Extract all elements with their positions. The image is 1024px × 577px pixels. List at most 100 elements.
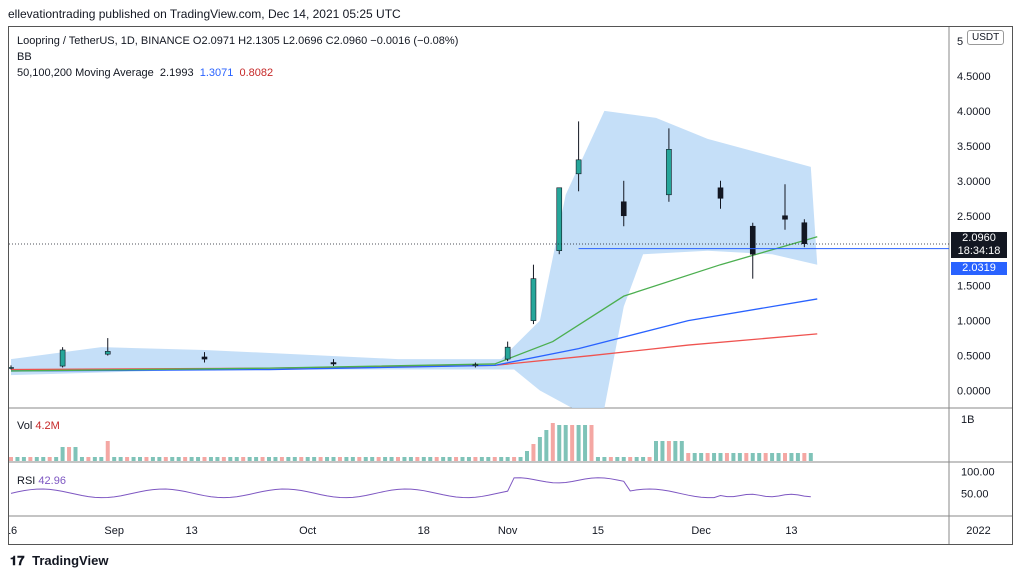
volume-bar (305, 457, 310, 461)
volume-bar (163, 457, 168, 461)
volume-bar (112, 457, 117, 461)
volume-bar (518, 457, 523, 461)
volume-bar (279, 457, 284, 461)
volume-bar (157, 457, 162, 461)
volume-bar (421, 457, 426, 461)
volume-bar (408, 457, 413, 461)
volume-bar (15, 457, 20, 461)
volume-bar (479, 457, 484, 461)
volume-bar (196, 457, 201, 461)
candle-body (717, 187, 724, 199)
volume-bar (189, 457, 194, 461)
volume-bar (47, 457, 52, 461)
volume-bar (105, 441, 110, 461)
volume-bar (583, 425, 588, 461)
volume-bar (660, 441, 665, 461)
volume-bar (770, 453, 775, 461)
volume-bar (621, 457, 626, 461)
volume-bar (118, 457, 123, 461)
volume-bar (67, 447, 72, 461)
volume-bar (183, 457, 188, 461)
volume-bar (802, 453, 807, 461)
tradingview-logo-icon: 𝟏𝟕 (10, 553, 25, 568)
price-tick-label: 5 (957, 36, 963, 48)
volume-bar (525, 451, 529, 461)
close-value: C2.0960 (325, 35, 368, 47)
candle-body (9, 367, 14, 369)
low-value: L2.0696 (282, 35, 323, 47)
volume-bar (499, 457, 504, 461)
volume-bar (563, 425, 568, 461)
time-tick-label: 18 (418, 525, 430, 537)
price-tick-label: 4.0000 (957, 106, 991, 118)
ma200-value: 0.8082 (239, 67, 274, 79)
ma-label: 50,100,200 Moving Average (17, 67, 154, 79)
ma50-value: 2.1993 (159, 67, 194, 79)
high-value: H2.1305 (238, 35, 280, 47)
tradingview-brand: 𝟏𝟕 TradingView (10, 553, 108, 569)
bb-legend: BB (17, 51, 32, 63)
volume-bar (434, 457, 439, 461)
price-tick-label: 0.5000 (957, 351, 991, 363)
time-tick-label: Dec (691, 525, 711, 537)
candle-body (104, 351, 111, 355)
volume-bar (286, 457, 291, 461)
rsi-tick-label: 100.00 (961, 467, 995, 479)
current-price-tag: 2.0960 18:34:18 (951, 232, 1007, 258)
price-tick-label: 3.0000 (957, 176, 991, 188)
volume-bar (318, 457, 323, 461)
publisher-header: ellevationtrading published on TradingVi… (8, 7, 401, 21)
volume-bar (808, 453, 813, 461)
volume-bar (267, 457, 271, 461)
volume-bar (299, 457, 304, 461)
volume-bar (331, 457, 336, 461)
volume-bar (737, 453, 742, 461)
volume-value: 4.2M (35, 420, 60, 432)
open-value: O2.0971 (192, 35, 236, 47)
volume-bar (9, 457, 13, 461)
volume-bar (531, 444, 536, 461)
volume-bar (125, 457, 130, 461)
volume-bar (228, 457, 233, 461)
countdown: 18:34:18 (957, 245, 1001, 257)
volume-bar (376, 457, 381, 461)
volume-bar (589, 425, 594, 461)
rsi-line (10, 477, 811, 499)
ma100-line (10, 298, 818, 372)
volume-bar (492, 457, 497, 461)
volume-bar (21, 457, 26, 461)
volume-bar (447, 457, 452, 461)
volume-bar (176, 457, 181, 461)
rsi-label: RSI (17, 475, 36, 487)
volume-bar (602, 457, 607, 461)
volume-bar (41, 457, 46, 461)
volume-bar (86, 457, 91, 461)
volume-bar (234, 457, 239, 461)
candle-body (330, 362, 337, 365)
candle-body (530, 278, 537, 321)
rsi-legend: RSI 42.96 (17, 475, 66, 487)
currency-button[interactable]: USDT (967, 30, 1005, 45)
volume-bar (428, 457, 433, 461)
ma50-line (10, 236, 818, 372)
volume-bar (260, 457, 265, 461)
volume-bar (247, 457, 252, 461)
current-price: 2.0960 (962, 232, 996, 244)
volume-bar (776, 453, 781, 461)
volume-bar (724, 453, 729, 461)
ma-legend: 50,100,200 Moving Average 2.1993 1.3071 … (17, 67, 273, 79)
volume-bar (99, 457, 104, 461)
price-chart[interactable]: 54.50004.00003.50003.00002.50002.00001.5… (9, 27, 1012, 544)
volume-bar (441, 457, 446, 461)
volume-bar (763, 453, 768, 461)
volume-bar (402, 457, 407, 461)
volume-bar (512, 457, 517, 461)
chart-frame (8, 26, 1013, 545)
change-value: −0.0016 (−0.08%) (370, 35, 459, 47)
price-tick-label: 3.5000 (957, 141, 991, 153)
volume-bar (795, 453, 800, 461)
candle-body (59, 349, 66, 367)
volume-bar (628, 457, 633, 461)
volume-bar (454, 457, 459, 461)
candle-body (749, 225, 756, 255)
